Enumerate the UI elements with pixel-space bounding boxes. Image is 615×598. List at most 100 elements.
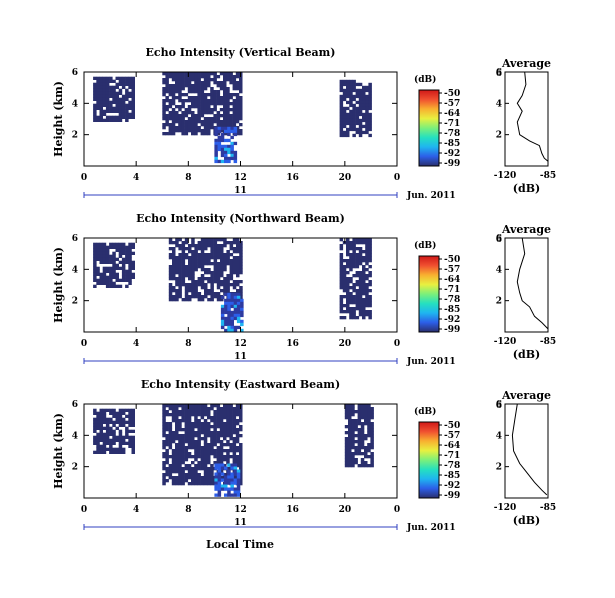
echo-cell — [219, 114, 224, 118]
echo-cell — [339, 106, 344, 111]
echo-cell — [187, 404, 192, 408]
echo-cell — [125, 94, 129, 98]
echo-cell — [220, 313, 225, 318]
echo-cell — [229, 419, 233, 423]
echo-cell — [194, 434, 198, 438]
echo-cell — [210, 117, 214, 121]
echo-cell — [349, 109, 353, 114]
echo-cell — [235, 461, 240, 465]
echo-cell — [358, 292, 363, 296]
echo-cell — [184, 256, 189, 260]
echo-cell — [115, 242, 119, 246]
echo-cell — [118, 112, 123, 116]
echo-cell — [131, 263, 135, 267]
echo-cell — [175, 289, 179, 293]
date-day-label: 11 — [234, 352, 247, 362]
echo-cell — [220, 487, 225, 491]
echo-cell — [105, 429, 110, 433]
echo-cell — [219, 99, 224, 103]
echo-cell — [224, 487, 228, 491]
echo-cell — [357, 422, 362, 426]
echo-cell — [175, 449, 179, 453]
echo-cell — [105, 97, 110, 101]
echo-cell — [102, 281, 107, 285]
echo-cell — [352, 241, 356, 245]
echo-cell — [358, 274, 363, 278]
echo-cell — [213, 443, 217, 447]
echo-cell — [115, 266, 119, 270]
echo-cell — [365, 130, 369, 135]
echo-cell — [128, 435, 132, 439]
echo-cell — [365, 85, 369, 90]
echo-cell — [194, 132, 198, 136]
echo-cell — [357, 407, 362, 411]
echo-cell — [360, 440, 365, 444]
echo-cell — [368, 256, 372, 260]
echo-cell — [178, 123, 182, 127]
echo-cell — [365, 286, 369, 290]
echo-cell — [217, 126, 222, 131]
echo-cell — [178, 458, 182, 462]
echo-cell — [349, 244, 353, 248]
colorbar-unit: (dB) — [414, 240, 436, 251]
echo-cell — [172, 259, 176, 263]
echo-cell — [349, 310, 353, 314]
echo-cell — [200, 72, 205, 76]
echo-cell — [219, 81, 224, 85]
echo-cell — [236, 319, 241, 324]
echo-cell — [368, 133, 372, 138]
echo-cell — [165, 413, 169, 417]
echo-cell — [226, 431, 230, 435]
echo-cell — [125, 408, 129, 412]
echo-cell — [232, 452, 237, 456]
echo-cell — [210, 479, 214, 483]
echo-cell — [96, 432, 100, 436]
echo-cell — [197, 111, 201, 115]
echo-cell — [239, 87, 243, 91]
echo-cell — [96, 266, 100, 270]
echo-cell — [216, 102, 221, 106]
echo-cell — [236, 283, 240, 287]
echo-cell — [191, 126, 195, 130]
echo-cell — [200, 407, 205, 411]
echo-cell — [162, 434, 166, 438]
echo-cell — [213, 72, 217, 76]
echo-cell — [362, 100, 366, 105]
echo-cell — [229, 274, 234, 278]
echo-cell — [131, 444, 135, 448]
echo-cell — [230, 298, 234, 303]
echo-cell — [197, 298, 202, 302]
echo-cell — [223, 268, 227, 272]
echo-cell — [232, 461, 237, 465]
echo-cell — [213, 292, 218, 296]
echo-cell — [171, 404, 176, 408]
echo-cell — [358, 82, 363, 87]
echo-cell — [102, 242, 107, 246]
echo-cell — [207, 422, 211, 426]
echo-cell — [204, 268, 208, 272]
echo-cell — [191, 455, 195, 459]
echo-cell — [191, 431, 195, 435]
echo-cell — [181, 126, 185, 130]
echo-cell — [128, 272, 132, 276]
echo-cell — [217, 493, 222, 497]
echo-cell — [203, 443, 208, 447]
colorbar-tick-label: -92 — [444, 315, 460, 325]
echo-cell — [349, 265, 353, 269]
echo-cell — [191, 117, 195, 121]
echo-cell — [171, 132, 176, 136]
echo-cell — [168, 123, 173, 127]
echo-cell — [342, 97, 347, 102]
echo-cell — [351, 407, 355, 411]
echo-cell — [216, 262, 221, 266]
echo-cell — [362, 112, 366, 117]
echo-cell — [239, 90, 243, 94]
echo-cell — [207, 126, 211, 130]
echo-cell — [349, 301, 353, 305]
echo-cell — [230, 328, 234, 333]
echo-cell — [102, 275, 107, 279]
echo-cell — [339, 118, 344, 123]
echo-cell — [197, 473, 201, 477]
echo-cell — [168, 422, 173, 426]
echo-cell — [200, 283, 205, 287]
